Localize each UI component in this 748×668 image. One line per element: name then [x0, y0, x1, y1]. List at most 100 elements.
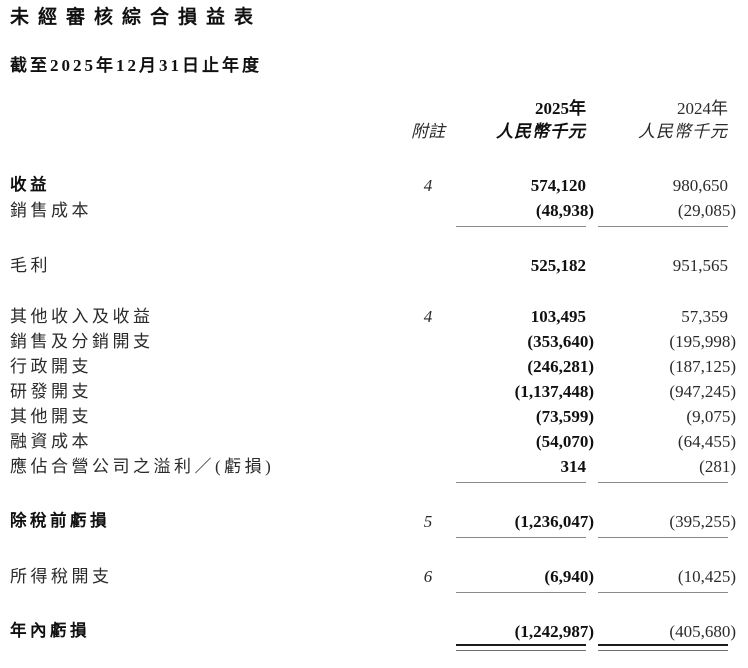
amount: (395,255) — [669, 512, 736, 531]
value-2025: (54,070) — [456, 429, 594, 454]
statement-period: 截至2025年12月31日止年度 — [10, 56, 262, 75]
row-gap — [10, 538, 728, 564]
column-gap — [586, 173, 598, 198]
row-gap — [10, 483, 728, 509]
note-ref — [400, 429, 456, 454]
statement-rows: 收益 4 574,120 980,650 銷售成本 (48,938) (29,085) 毛利 5… — [10, 173, 736, 652]
column-gap — [586, 304, 598, 329]
header-label-spacer — [10, 97, 400, 120]
note-ref — [400, 198, 456, 227]
row-label: 年內虧損 — [10, 622, 90, 640]
column-gap — [586, 329, 598, 354]
header-body-gap — [10, 143, 728, 173]
amount: 980,650 — [672, 176, 728, 195]
amount: (187,125) — [669, 357, 736, 376]
amount: (48,938) — [535, 201, 594, 220]
table-row: 銷售成本 (48,938) (29,085) — [10, 198, 736, 227]
table-row: 收益 4 574,120 980,650 — [10, 173, 728, 198]
note-ref — [400, 379, 456, 404]
row-label: 行政開支 — [10, 357, 92, 376]
table-row: 所得稅開支 6 (6,940) (10,425) — [10, 564, 736, 593]
year-2025-header: 2025年 — [535, 99, 586, 118]
table-row: 毛利 525,182 951,565 — [10, 253, 728, 278]
value-2024: 980,650 — [598, 173, 728, 198]
value-2024: (405,680) — [598, 619, 736, 652]
row-label: 其他收入及收益 — [10, 307, 154, 326]
unit-2024-header: 人民幣千元 — [638, 122, 728, 141]
value-2024: 57,359 — [598, 304, 728, 329]
table-row: 應佔合營公司之溢利／(虧損) 314 (281) — [10, 454, 736, 483]
note-ref — [400, 354, 456, 379]
amount: 574,120 — [530, 176, 586, 195]
table-row: 除稅前虧損 5 (1,236,047) (395,255) — [10, 509, 736, 538]
value-2025: (1,236,047) — [456, 509, 594, 538]
value-2024: (195,998) — [598, 329, 736, 354]
income-statement-table: 2025年 2024年 附註 人民幣千元 人民幣千元 收益 4 574,120 980… — [10, 97, 736, 652]
amount: (1,137,448) — [514, 382, 594, 401]
row-gap — [10, 227, 728, 253]
column-gap — [586, 564, 598, 593]
amount: (64,455) — [677, 432, 736, 451]
value-2025: (48,938) — [456, 198, 594, 227]
value-2025: (353,640) — [456, 329, 594, 354]
column-gap — [586, 354, 598, 379]
row-label: 銷售成本 — [10, 201, 92, 220]
column-gap — [586, 97, 598, 120]
table-row: 其他收入及收益 4 103,495 57,359 — [10, 304, 728, 329]
amount: (246,281) — [527, 357, 594, 376]
amount: (947,245) — [669, 382, 736, 401]
column-gap — [586, 120, 598, 143]
amount: (1,236,047) — [514, 512, 594, 531]
value-2024: (9,075) — [598, 404, 736, 429]
header-label-spacer — [10, 120, 400, 143]
value-2025: 103,495 — [456, 304, 586, 329]
note-ref: 4 — [423, 307, 433, 326]
column-gap — [586, 454, 598, 483]
note-ref — [400, 454, 456, 483]
value-2024: (187,125) — [598, 354, 736, 379]
table-row: 銷售及分銷開支 (353,640) (195,998) — [10, 329, 736, 354]
table-row: 其他開支 (73,599) (9,075) — [10, 404, 736, 429]
row-label: 其他開支 — [10, 407, 92, 426]
table-header-units: 附註 人民幣千元 人民幣千元 — [10, 120, 728, 143]
table-row: 年內虧損 (1,242,987) (405,680) — [10, 619, 736, 652]
value-2024: (395,255) — [598, 509, 736, 538]
row-label: 毛利 — [10, 256, 51, 275]
table-header-years: 2025年 2024年 — [10, 97, 728, 120]
row-label: 所得稅開支 — [10, 567, 113, 586]
table-row: 行政開支 (246,281) (187,125) — [10, 354, 736, 379]
amount: (1,242,987) — [514, 622, 594, 641]
note-ref: 6 — [423, 567, 433, 586]
column-gap — [586, 379, 598, 404]
note-ref — [400, 329, 456, 354]
amount: (281) — [699, 457, 736, 476]
financial-statement-page: 未經審核綜合損益表 截至2025年12月31日止年度 2025年 2024年 附… — [10, 7, 736, 652]
value-2025: 525,182 — [456, 253, 586, 278]
amount: (73,599) — [535, 407, 594, 426]
value-2025: 574,120 — [456, 173, 586, 198]
amount: (29,085) — [677, 201, 736, 220]
value-2024: (281) — [598, 454, 736, 483]
value-2024: (947,245) — [598, 379, 736, 404]
value-2025: (246,281) — [456, 354, 594, 379]
amount: (6,940) — [544, 567, 594, 586]
amount: (353,640) — [527, 332, 594, 351]
row-label: 銷售及分銷開支 — [10, 332, 154, 351]
note-column-header: 附註 — [411, 122, 445, 141]
value-2024: (10,425) — [598, 564, 736, 593]
note-ref — [400, 404, 456, 429]
value-2025: (6,940) — [456, 564, 594, 593]
header-note-spacer — [400, 97, 456, 120]
value-2024: (64,455) — [598, 429, 736, 454]
value-2024: 951,565 — [598, 253, 728, 278]
column-gap — [586, 509, 598, 538]
amount: (10,425) — [677, 567, 736, 586]
table-row: 融資成本 (54,070) (64,455) — [10, 429, 736, 454]
row-label: 應佔合營公司之溢利／(虧損) — [10, 457, 275, 476]
value-2025: (1,242,987) — [456, 619, 594, 652]
note-ref — [400, 253, 456, 278]
amount: 314 — [560, 457, 587, 476]
row-gap — [10, 278, 728, 304]
row-label: 融資成本 — [10, 432, 92, 451]
amount: (405,680) — [669, 622, 736, 641]
